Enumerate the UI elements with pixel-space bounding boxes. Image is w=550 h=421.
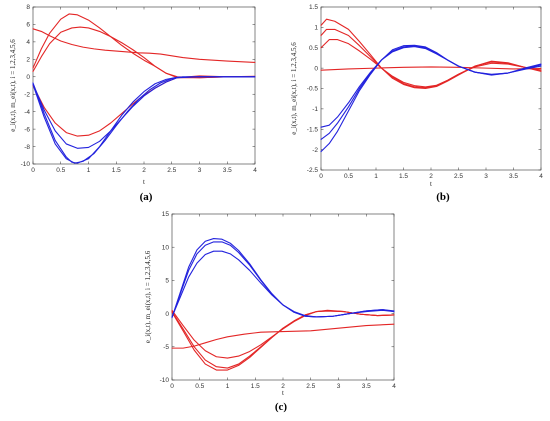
panel-a: 0 0.5 1 1.5 2 2.5 3 3.5 4 -10 -8 -6 -4 -2 0 2 4 6 8 t e_i(x,… (9, 4, 257, 203)
series-line-1 (32, 28, 256, 63)
x-tick-label: 4 (392, 383, 396, 390)
series-line-6 (171, 241, 395, 319)
x-tick-label: 0.5 (56, 167, 65, 174)
series-line-4 (32, 75, 256, 137)
y-tick-label: -0.5 (307, 86, 319, 93)
series-line-7 (320, 44, 542, 153)
y-tick-label: -1 (312, 106, 318, 113)
y-tick-label: -4 (24, 109, 30, 116)
x-tick-label: 1 (226, 383, 230, 390)
x-axis-label: t (282, 389, 284, 397)
x-tick-label: 2 (142, 167, 146, 174)
panel-caption: (c) (275, 401, 288, 413)
x-tick-label: 0 (31, 167, 35, 174)
series-line-2 (32, 26, 256, 79)
series-line-4 (171, 310, 395, 371)
y-tick-label: -5 (163, 344, 169, 351)
y-axis-label: e_i(x,t), m_ei(x,t), i = 1,2,3,4,5,6 (290, 42, 298, 135)
plot-frame (171, 213, 395, 381)
series-line-7 (32, 76, 256, 164)
x-tick-label: 3.5 (509, 173, 518, 180)
x-tick-label: 1.5 (399, 173, 408, 180)
series-line-1 (320, 66, 542, 71)
y-tick-label: 5 (165, 278, 169, 285)
series-line-5 (32, 76, 256, 149)
x-tick-label: 0.5 (195, 383, 204, 390)
x-tick-label: 1.5 (251, 383, 260, 390)
y-tick-label: 0.5 (309, 45, 318, 52)
series-line-3 (320, 28, 542, 89)
y-tick-label: -2 (24, 91, 30, 98)
y-tick-label: 0 (165, 311, 169, 318)
y-tick-label: 4 (26, 39, 30, 46)
plot-frame (320, 6, 542, 171)
y-axis-label: e_i(x,t), m_ei(x,t), i = 1,2,3,4,5,6 (144, 250, 152, 343)
x-tick-label: 0 (319, 173, 323, 180)
x-tick-label: 3.5 (362, 383, 371, 390)
y-tick-label: 15 (162, 211, 170, 218)
y-tick-label: 0 (314, 65, 318, 72)
y-tick-label: -6 (24, 126, 30, 133)
y-tick-label: 1.5 (309, 4, 318, 11)
y-tick-label: 8 (26, 4, 30, 11)
panel-caption: (a) (140, 191, 153, 203)
x-tick-label: 1 (374, 173, 378, 180)
x-tick-label: 2.5 (306, 383, 315, 390)
x-tick-label: 2 (429, 173, 433, 180)
x-tick-label: 0 (170, 383, 174, 390)
y-axis-label: e_i(x,t), m_ei(x,t), i = 1,2,3,4,5,6 (9, 39, 17, 132)
x-tick-label: 1.5 (112, 167, 121, 174)
x-tick-label: 3 (337, 383, 341, 390)
x-tick-label: 4 (539, 173, 543, 180)
panel-b: 0 0.5 1 1.5 2 2.5 3 3.5 4 -2.5 -2 -1.5 -1 -0.5 0 0.5 1 1.… (290, 4, 543, 203)
series-line-2 (171, 309, 395, 359)
y-tick-label: 6 (26, 22, 30, 29)
series-line-3 (32, 13, 256, 79)
y-tick-label: 10 (162, 244, 170, 251)
x-tick-label: 3 (484, 173, 488, 180)
x-axis-label: t (143, 178, 145, 186)
y-tick-label: 0 (26, 74, 30, 81)
y-tick-label: -10 (21, 161, 31, 168)
series-line-4 (320, 18, 542, 90)
x-tick-label: 2.5 (167, 167, 176, 174)
series-line-3 (171, 310, 395, 369)
x-axis-label: t (430, 180, 432, 188)
series-line-2 (320, 39, 542, 88)
y-tick-label: -8 (24, 144, 30, 151)
panel-caption: (b) (436, 191, 450, 203)
y-tick-label: 1 (314, 25, 318, 32)
series-line-6 (320, 45, 542, 140)
x-tick-label: 2 (281, 383, 285, 390)
x-tick-label: 3 (198, 167, 202, 174)
x-tick-label: 1 (87, 167, 91, 174)
x-tick-label: 4 (253, 167, 257, 174)
series-line-6 (32, 76, 256, 164)
y-tick-label: -2 (312, 147, 318, 154)
x-tick-label: 3.5 (223, 167, 232, 174)
y-tick-label: -10 (160, 377, 170, 384)
panel-c: 0 0.5 1 1.5 2 2.5 3 3.5 4 -10 -5 0 5 10 15 t e_i(x,t), m… (144, 211, 396, 413)
series-line-5 (171, 250, 395, 318)
y-tick-label: -1.5 (307, 126, 319, 133)
x-tick-label: 2.5 (454, 173, 463, 180)
series-line-7 (171, 238, 395, 319)
y-tick-label: 2 (26, 57, 30, 64)
x-tick-label: 0.5 (344, 173, 353, 180)
y-tick-label: -2.5 (307, 167, 319, 174)
